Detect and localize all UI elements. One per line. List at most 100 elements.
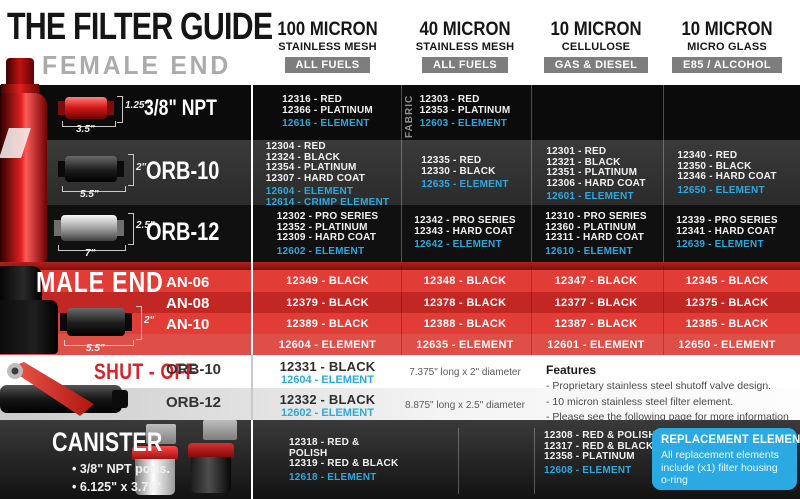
- part-number: 12332 - BLACK: [279, 392, 376, 407]
- list-line: 12307 - HARD COAT: [265, 172, 366, 184]
- parts-list: 12335 - RED 12330 - BLACK: [421, 155, 508, 177]
- height-dim-bracket: [128, 213, 134, 245]
- parts-list: 12316 - RED 12366 - PLATINUM: [282, 94, 373, 116]
- list-line: 12343 - HARD COAT: [414, 225, 514, 237]
- dim-label: 5.5": [86, 343, 105, 354]
- list-line: 12324 - BLACK: [265, 151, 341, 163]
- an08-label: AN-08: [166, 295, 210, 312]
- dim-label: 5.5": [80, 189, 99, 200]
- list-line: 12341 - HARD COAT: [676, 225, 776, 237]
- elements-list: 12616 - ELEMENT: [282, 118, 373, 130]
- column-title: 40 MICRON: [419, 19, 511, 40]
- parts-list: 12318 - RED & POLISH 12319 - RED & BLACK: [289, 437, 400, 470]
- male-end-stripe-an08: [0, 292, 800, 313]
- width-dim-bracket: [58, 245, 126, 251]
- part-number: 12375 - BLACK: [685, 297, 769, 309]
- male-fitting-photo-hex: [0, 300, 58, 354]
- male-end-stripe-elements: [0, 334, 800, 355]
- list-line: 12650 - ELEMENT: [677, 184, 765, 196]
- parts-list: 12340 - RED 12350 - BLACK 12346 - HARD COA…: [677, 150, 776, 183]
- row-label-npt: 3/8" NPT: [144, 95, 217, 120]
- red-filter-photo-neck: [6, 58, 34, 86]
- features-heading: Features: [546, 363, 597, 377]
- dim-label: 2.5": [136, 220, 155, 231]
- elements-list: 12608 - ELEMENT: [544, 464, 660, 477]
- shut-off-title: SHUT - OFF: [94, 359, 197, 384]
- fuel-badge: E85 / ALCOHOL: [672, 57, 782, 73]
- red-filter-photo-lip: [1, 84, 39, 94]
- list-line: 12635 - ELEMENT: [421, 179, 509, 190]
- column-subtitle: MICRO GLASS: [687, 41, 767, 53]
- cell-orb12-microglass: 12339 - PRO SERIES 12341 - HARD COAT 1263…: [664, 215, 790, 252]
- list-line: 12318 - RED & POLISH: [289, 437, 360, 459]
- element-number: 12604 - ELEMENT: [281, 374, 374, 386]
- list-line: 12342 - PRO SERIES: [414, 215, 516, 226]
- list-line: 12608 - ELEMENT: [544, 464, 632, 476]
- size-note: 7.375" long x 2" diameter: [409, 367, 521, 378]
- elements-list: 12603 - ELEMENT: [420, 118, 511, 130]
- list-line: 12340 - RED: [677, 150, 738, 161]
- elements-list: 12601 - ELEMENT: [546, 191, 645, 203]
- shut-off-orb12-row: [0, 388, 800, 420]
- parts-list: 12310 - PRO SERIES 12360 - PLATINUM 12311 …: [545, 211, 647, 244]
- part-number: 12388 - BLACK: [423, 318, 507, 330]
- male-end-title: MALE END: [36, 267, 164, 299]
- an10-label: AN-10: [166, 316, 210, 333]
- column-title: 10 MICRON: [550, 19, 642, 40]
- parts-list: 12342 - PRO SERIES 12343 - HARD COAT: [414, 215, 516, 237]
- canister-bracket: [203, 420, 237, 440]
- list-line: 12321 - BLACK: [546, 156, 621, 168]
- elements-list: 12618 - ELEMENT: [289, 472, 400, 484]
- column-title: 10 MICRON: [681, 19, 773, 40]
- canister-bullets: • 3/8" NPT ports. • 6.125" x 3.75": [72, 460, 170, 496]
- part-number: 12387 - BLACK: [554, 318, 638, 330]
- cell-orb12-100micron: 12302 - PRO SERIES 12352 - PLATINUM 12309 …: [255, 211, 400, 259]
- canister-title: CANISTER: [52, 427, 163, 457]
- row-npt-background: [0, 85, 800, 140]
- cell-npt-100micron: 12316 - RED 12366 - PLATINUM 12616 - ELEM…: [255, 94, 400, 131]
- bullet-list: • 3/8" NPT ports. • 6.125" x 3.75": [72, 460, 170, 496]
- callout-body: All replacement elements include (x1) fi…: [661, 449, 779, 486]
- list-line: 12616 - ELEMENT: [282, 118, 370, 129]
- part-number: 12347 - BLACK: [554, 275, 638, 287]
- elements-list: 12602 - ELEMENT: [277, 246, 378, 258]
- male-end-stripe-an10: [0, 313, 800, 334]
- shutoff-valve-photo: [0, 362, 128, 416]
- canister-body-polish: [135, 459, 175, 495]
- parts-list: 12302 - PRO SERIES 12352 - PLATINUM 12309 …: [276, 211, 378, 244]
- size-note: 8.875" long x 2.5" diameter: [405, 400, 525, 411]
- dim-label: 2": [144, 315, 155, 326]
- list-line: 12604 - ELEMENT: [265, 186, 354, 197]
- element-number: 12602 - ELEMENT: [281, 407, 374, 419]
- column-header-40-micron: 40 MICRON STAINLESS MESH ALL FUELS: [402, 20, 528, 73]
- list-line: - Proprietary stainless steel shutoff va…: [546, 380, 772, 392]
- list-line: 12311 - HARD COAT: [545, 232, 645, 243]
- elements-list: 12635 - ELEMENT: [421, 179, 509, 191]
- row-label-orb10: ORB-10: [146, 157, 220, 185]
- list-line: 12352 - PLATINUM: [276, 221, 368, 233]
- list-line: 12317 - RED & BLACK: [544, 440, 654, 452]
- canister-cap-red: [132, 446, 178, 460]
- list-line: 12310 - PRO SERIES: [545, 211, 647, 222]
- list-line: 12639 - ELEMENT: [676, 239, 764, 250]
- column-header-10-micron-micro-glass: 10 MICRON MICRO GLASS E85 / ALCOHOL: [664, 20, 790, 73]
- height-dim-bracket: [136, 306, 142, 340]
- column-divider-red: [663, 266, 664, 355]
- inline-filter-black-icon: [60, 308, 132, 336]
- cell-orb12-cellulose: 12310 - PRO SERIES 12360 - PLATINUM 12311 …: [532, 211, 660, 259]
- column-header-100-micron: 100 MICRON STAINLESS MESH ALL FUELS: [255, 20, 400, 73]
- parts-list: 12301 - RED 12321 - BLACK 12351 - PLATINUM…: [546, 146, 645, 189]
- list-line: 12614 - CRIMP ELEMENT: [265, 196, 390, 208]
- list-line: 12309 - HARD COAT: [276, 232, 377, 243]
- part-number: 12349 - BLACK: [286, 275, 369, 287]
- list-line: 12358 - PLATINUM: [544, 451, 635, 462]
- cell-canister-cellulose: 12308 - RED & POLISH 12317 - RED & BLACK 1…: [532, 430, 660, 477]
- fuel-badge: ALL FUELS: [422, 57, 508, 73]
- element-number: 12604 - ELEMENT: [278, 339, 377, 351]
- male-end-band-edge: [0, 262, 800, 270]
- list-line: - 10 micron stainless steel filter eleme…: [546, 395, 734, 408]
- fuel-badge: GAS & DIESEL: [543, 57, 649, 73]
- page-title: THE FILTER GUIDE: [7, 6, 273, 48]
- fuel-badge: ALL FUELS: [284, 57, 371, 73]
- an06-label: AN-06: [166, 274, 210, 291]
